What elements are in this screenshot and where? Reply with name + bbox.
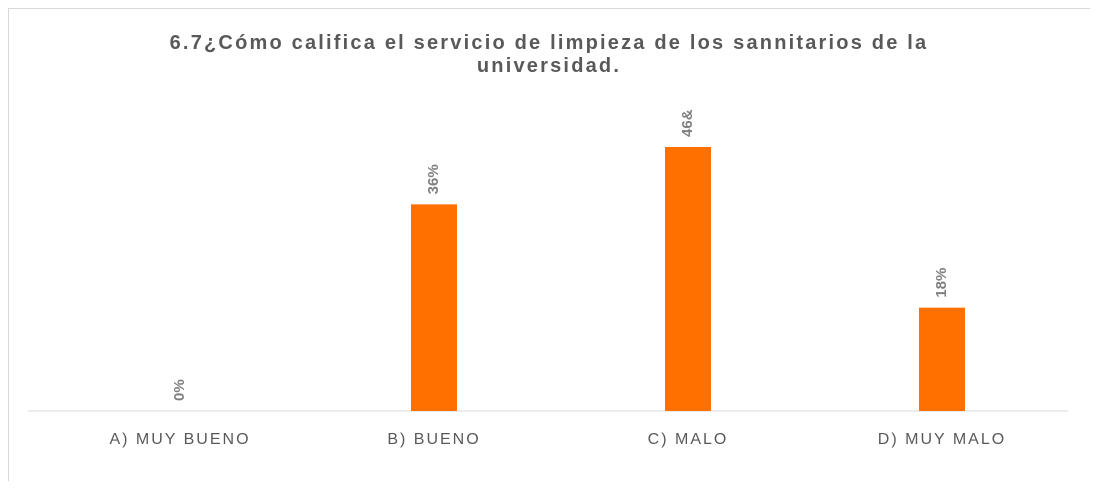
data-label: 36% [425,164,442,194]
chart-title: 6.7¿Cómo califica el servicio de limpiez… [169,32,929,77]
data-label: 46& [679,109,696,137]
x-tick-label: B) BUENO [387,431,480,448]
x-tick-label: A) MUY BUENO [109,431,250,448]
bar [665,146,711,411]
bar [411,204,457,411]
bar [919,307,965,411]
chart-frame [8,8,1090,481]
data-label: 18% [933,268,950,298]
x-tick-label: D) MUY MALO [878,431,1006,448]
data-label: 0% [171,379,188,401]
x-tick-label: C) MALO [648,431,729,448]
